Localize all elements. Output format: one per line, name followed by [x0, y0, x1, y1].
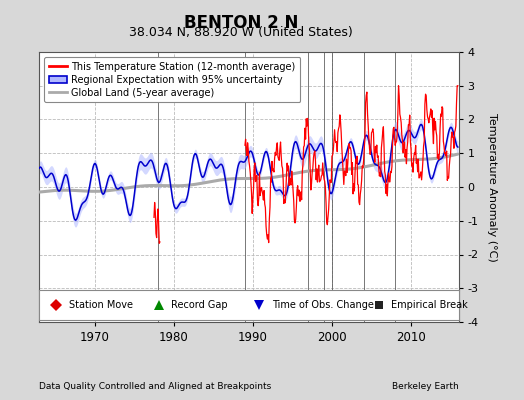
Y-axis label: Temperature Anomaly (°C): Temperature Anomaly (°C): [487, 113, 497, 261]
Text: Empirical Break: Empirical Break: [391, 300, 468, 310]
Text: Data Quality Controlled and Aligned at Breakpoints: Data Quality Controlled and Aligned at B…: [39, 382, 271, 391]
Legend: This Temperature Station (12-month average), Regional Expectation with 95% uncer: This Temperature Station (12-month avera…: [44, 57, 300, 102]
Text: Berkeley Earth: Berkeley Earth: [392, 382, 458, 391]
Text: 38.034 N, 88.920 W (United States): 38.034 N, 88.920 W (United States): [129, 26, 353, 39]
Text: BENTON 2 N: BENTON 2 N: [184, 14, 298, 32]
Text: Station Move: Station Move: [69, 300, 133, 310]
Text: Record Gap: Record Gap: [171, 300, 228, 310]
Text: Time of Obs. Change: Time of Obs. Change: [272, 300, 374, 310]
